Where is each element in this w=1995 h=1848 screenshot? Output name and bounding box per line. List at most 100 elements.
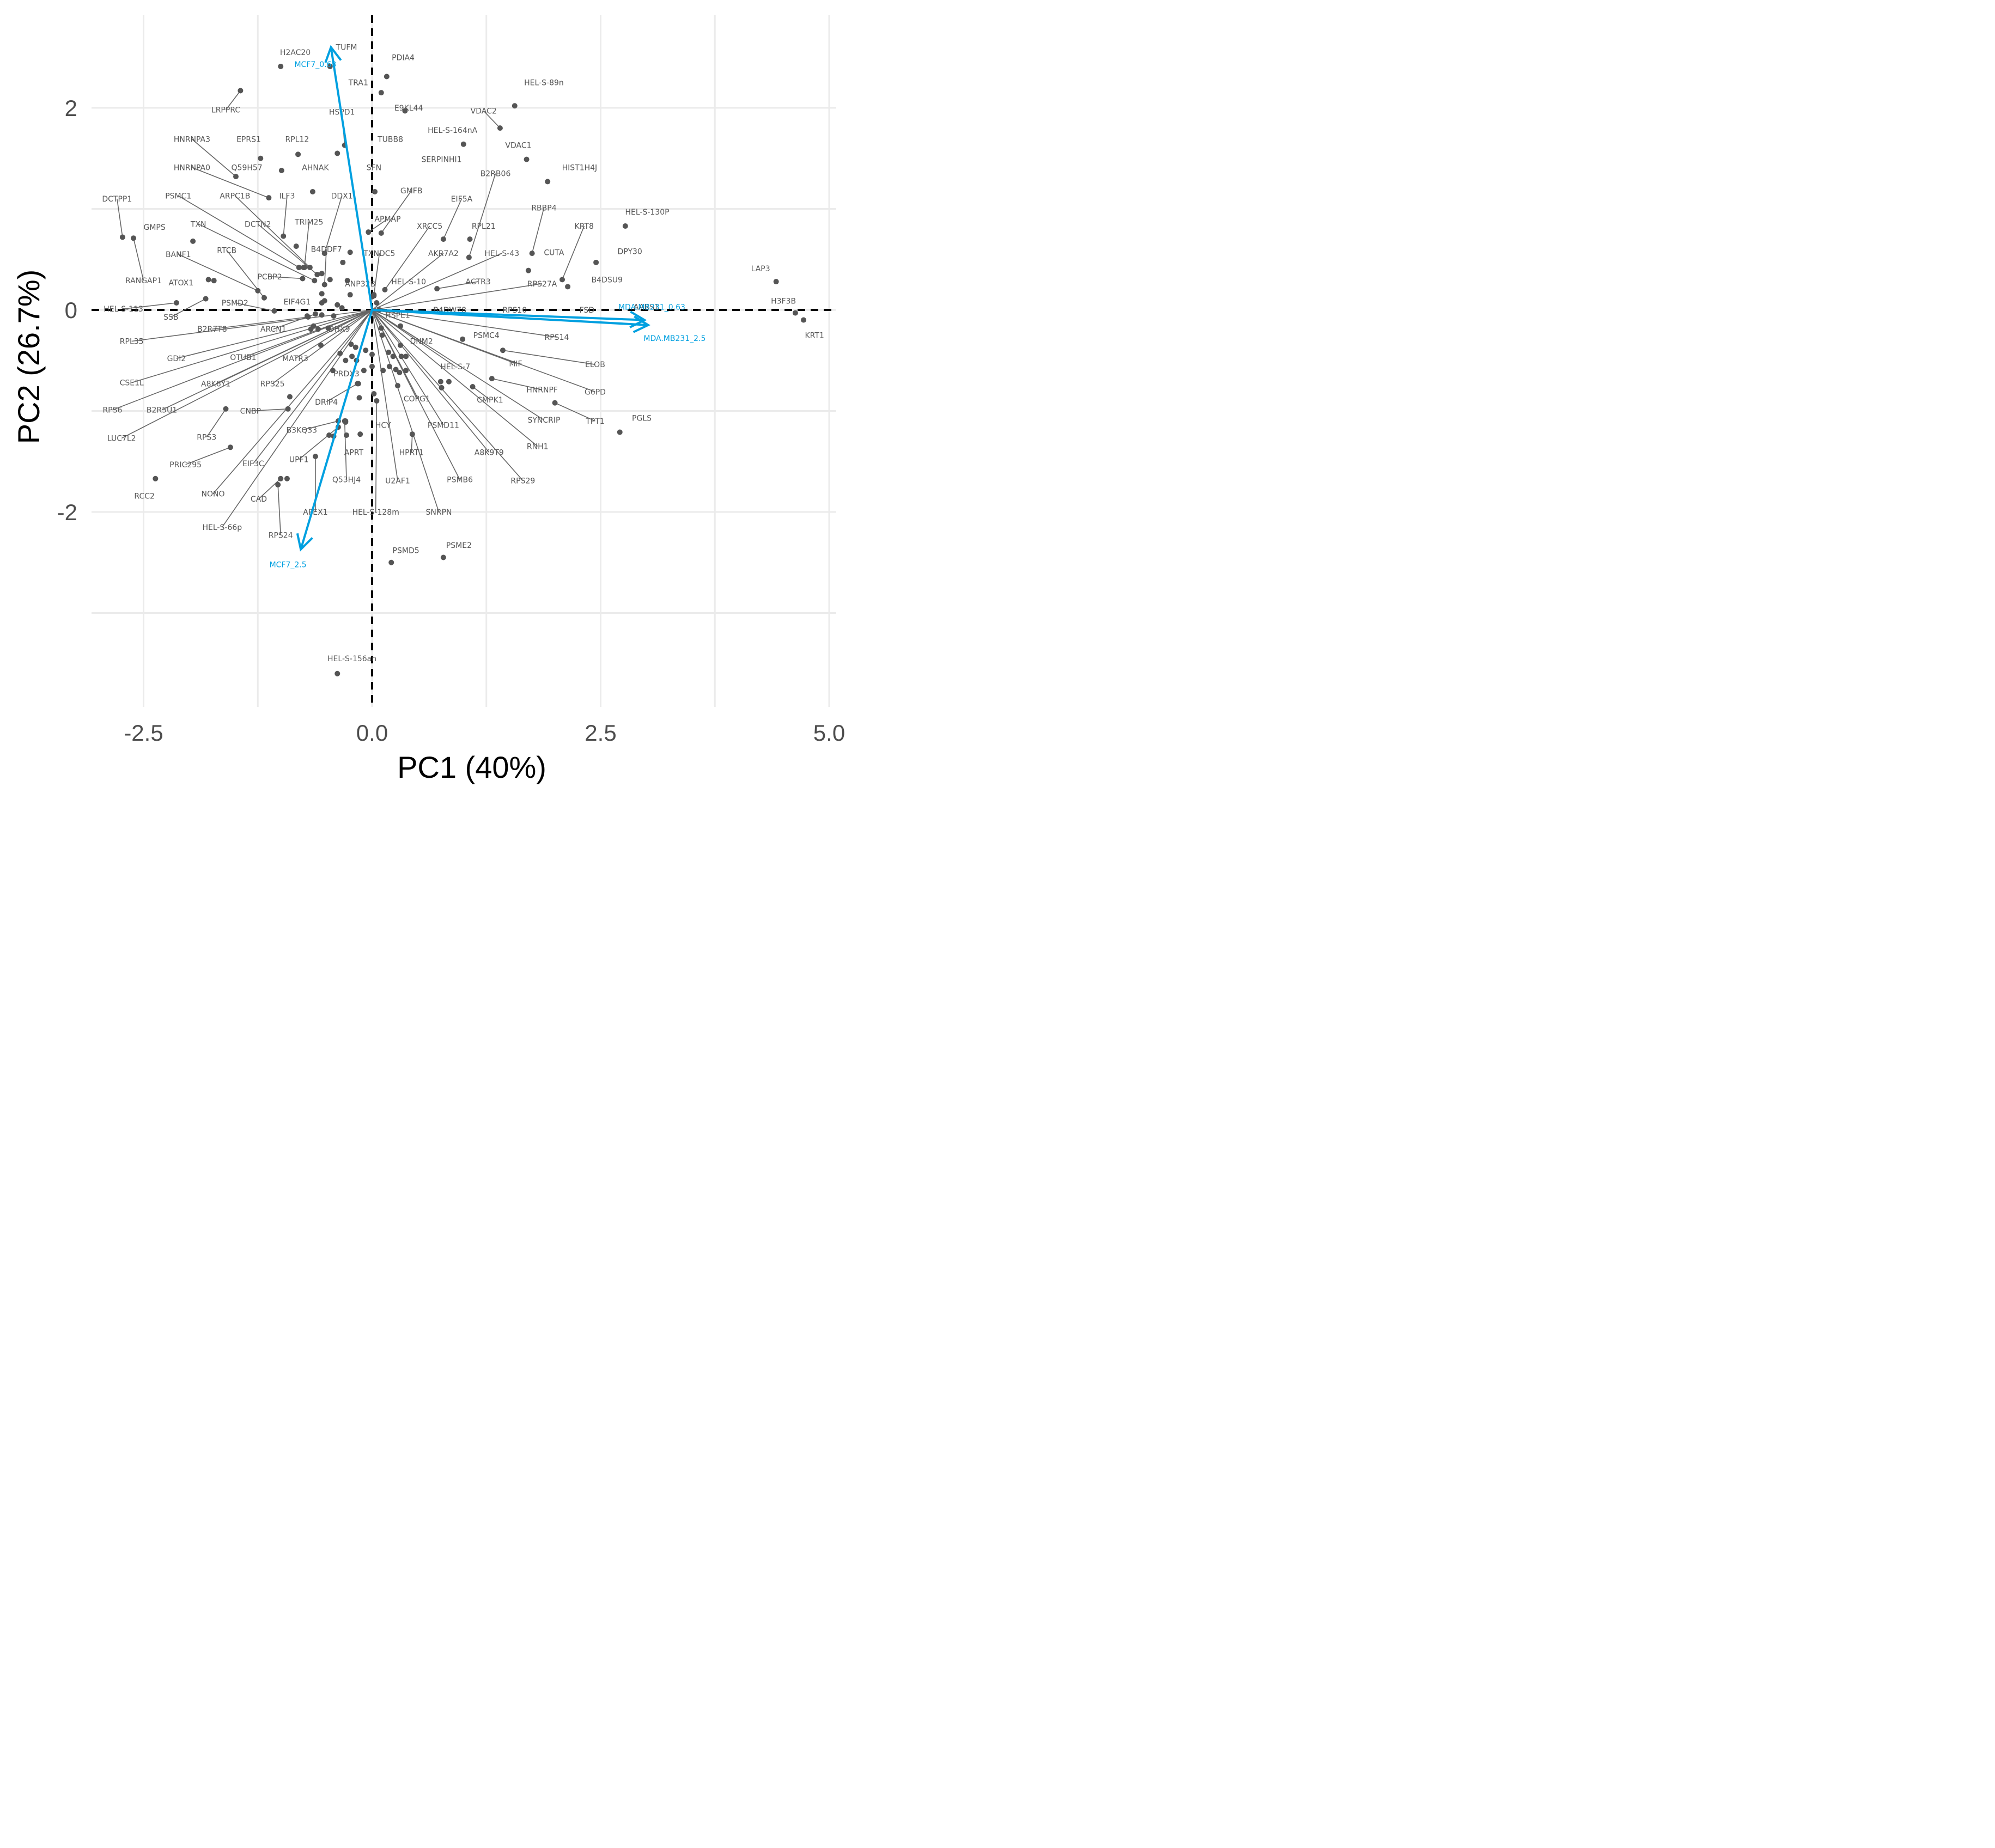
leader-line — [123, 302, 177, 309]
data-point — [379, 332, 385, 338]
point-label: COPG1 — [404, 395, 430, 404]
point-label: Q53HJ4 — [332, 476, 361, 485]
point-label: APEX1 — [303, 508, 327, 517]
point-label: PSMC1 — [165, 192, 191, 200]
data-point — [386, 363, 392, 369]
point-label: CSE1L — [120, 379, 144, 388]
point-label: B2R5U1 — [147, 406, 177, 415]
point-label: PDIA4 — [392, 53, 415, 62]
point-label: TUFM — [336, 44, 357, 52]
data-point — [327, 277, 333, 283]
point-label: AARS1 — [634, 303, 659, 312]
data-point — [205, 277, 211, 283]
data-point — [255, 288, 261, 294]
leader-line — [472, 386, 490, 400]
point-label: TXN — [190, 220, 206, 229]
leader-line — [178, 195, 300, 268]
data-point — [393, 367, 399, 373]
leader-line — [469, 173, 496, 258]
point-label: RBBP4 — [531, 204, 556, 213]
point-label: RTCB — [217, 247, 236, 255]
data-point — [319, 291, 325, 297]
leader-line — [117, 198, 123, 237]
leader-line — [531, 208, 545, 254]
point-label: DCTN2 — [245, 220, 271, 229]
leader-line — [258, 478, 281, 499]
leader-line — [368, 218, 388, 233]
point-label: VDAC2 — [471, 107, 497, 116]
data-point — [293, 243, 299, 249]
point-label: UPF1 — [289, 456, 309, 465]
loading-label: MCF7_0.63 — [294, 60, 336, 69]
point-label: PSMD2 — [222, 299, 248, 308]
point-label: SYNCRIP — [527, 416, 560, 425]
leader-line — [225, 90, 241, 111]
x-tick-label: -2.5 — [124, 720, 163, 746]
data-point — [319, 312, 325, 318]
data-point — [312, 453, 318, 459]
data-point — [467, 236, 473, 242]
point-label: KRT8 — [575, 222, 594, 231]
point-label: KRT1 — [805, 331, 824, 340]
point-label: RPS3 — [197, 434, 216, 442]
y-tick-label: 0 — [65, 297, 77, 323]
data-point — [315, 326, 321, 332]
point-label: RPS27A — [527, 280, 557, 289]
biplot-chart: H2AC20 TUFM PDIA4 TRA1 E9KL44 HEL-S-89n VDAC2 L… — [11, 15, 845, 784]
leader-line — [253, 309, 373, 464]
point-label: SFN — [367, 163, 381, 172]
data-point — [337, 350, 343, 356]
data-point — [119, 234, 125, 240]
point-label: APMAP — [374, 215, 400, 224]
point-label: PRDX3 — [333, 370, 359, 379]
data-point — [394, 383, 400, 389]
point-label: PGLS — [632, 414, 652, 423]
leader-line — [191, 138, 236, 177]
data-point — [334, 150, 340, 156]
data-point — [434, 286, 440, 292]
leader-line — [372, 309, 595, 393]
data-point — [552, 400, 558, 406]
data-point — [343, 357, 349, 363]
leader-line — [373, 253, 380, 295]
data-point — [409, 431, 415, 437]
leader-line — [212, 309, 373, 495]
point-label: HNRNPF — [526, 386, 558, 395]
data-point — [378, 230, 384, 236]
data-point — [211, 278, 217, 284]
leader-line — [555, 402, 595, 422]
leader-line — [372, 283, 543, 310]
point-label: HSPE1 — [385, 311, 410, 320]
leader-line — [301, 420, 339, 431]
loading-arrow — [300, 309, 373, 550]
point-label: PSMB6 — [447, 476, 473, 485]
data-point — [173, 300, 179, 306]
data-point — [363, 347, 369, 353]
data-point — [470, 383, 476, 389]
data-point — [131, 235, 137, 241]
leader-line — [372, 253, 502, 310]
point-label: PSMC4 — [473, 331, 500, 340]
data-point — [398, 353, 404, 359]
point-label: DRIP4 — [315, 398, 338, 407]
data-point — [278, 63, 284, 69]
leader-line — [212, 316, 308, 330]
leader-line — [235, 302, 275, 312]
data-point — [284, 475, 290, 481]
point-label: HCY — [375, 421, 391, 430]
point-label: SSB — [163, 313, 178, 322]
data-point — [305, 314, 311, 320]
data-point — [460, 336, 466, 342]
data-point — [223, 406, 229, 412]
leader-line — [295, 309, 373, 359]
data-point — [271, 308, 277, 314]
point-label: G6PD — [585, 388, 606, 397]
data-point — [340, 259, 346, 265]
leader-line — [384, 225, 430, 290]
data-point — [371, 391, 377, 397]
leader-line — [185, 447, 231, 465]
data-point — [347, 249, 353, 255]
point-label: CAD — [251, 495, 267, 504]
data-point — [524, 156, 530, 162]
data-point — [390, 353, 396, 359]
